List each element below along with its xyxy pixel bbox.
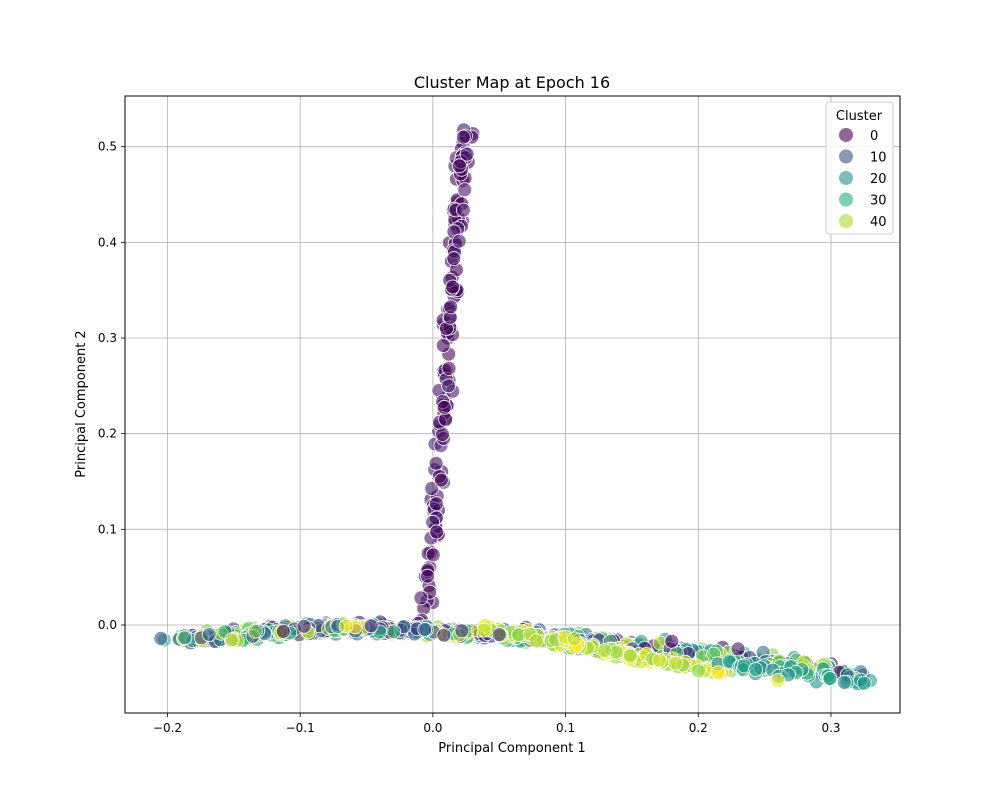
scatter-point [664, 633, 680, 649]
grid [125, 96, 900, 713]
scatter-point [247, 623, 263, 639]
legend-marker [839, 192, 853, 207]
scatter-point [652, 652, 667, 668]
legend-marker [839, 128, 853, 142]
scatter-point [668, 655, 683, 671]
scatter-point [436, 399, 452, 415]
scatter-point [433, 472, 449, 488]
scatter-point [441, 378, 457, 394]
scatter-point [275, 624, 291, 639]
scatter-point [455, 202, 471, 218]
scatter-point [836, 675, 852, 690]
scatter-point [822, 671, 838, 686]
scatter-point [476, 622, 492, 638]
y-tick-label: 0.4 [98, 235, 117, 249]
chart-title: Cluster Map at Epoch 16 [414, 73, 610, 92]
scatter-point [224, 632, 240, 648]
scatter-point [446, 251, 462, 267]
axes-frame [124, 95, 901, 714]
legend-entries: 0 10 20 30 40 [839, 128, 887, 230]
scatter-point [597, 643, 612, 658]
x-tick-label: 0.2 [689, 721, 708, 735]
scatter-point [424, 481, 440, 496]
scatter-point [429, 524, 445, 540]
legend-title: Cluster [836, 109, 883, 124]
y-tick-label: 0.0 [98, 618, 117, 632]
scatter-point [770, 673, 786, 688]
scatter-point [451, 158, 467, 174]
legend-marker [839, 171, 853, 185]
y-tick-label: 0.1 [98, 522, 117, 536]
x-tick-label: 0.3 [821, 721, 840, 735]
scatter-point [491, 627, 507, 642]
scatter-point [363, 618, 379, 634]
scatter-point [417, 622, 433, 637]
scatter-point [338, 618, 354, 634]
scatter-point [710, 665, 726, 681]
x-tick-label: −0.1 [286, 721, 315, 735]
y-tick-label: 0.5 [98, 140, 117, 154]
legend-label: 30 [870, 194, 887, 209]
x-tick-label: −0.2 [153, 721, 182, 735]
scatter-point [445, 279, 461, 295]
legend-marker [839, 149, 853, 164]
scatter-point [443, 299, 459, 315]
scatter-point [748, 662, 764, 677]
scatter-point [428, 455, 444, 471]
scatter-point [413, 590, 429, 606]
scatter-point [201, 627, 217, 642]
legend-label: 0 [870, 129, 878, 144]
plot-points [153, 122, 878, 692]
scatter-point [691, 663, 706, 679]
scatter-point [457, 182, 473, 198]
scatter-point [566, 631, 582, 647]
x-tick-label: 0.0 [423, 721, 442, 735]
scatter-point [435, 426, 450, 442]
x-tick-label: 0.1 [556, 721, 575, 735]
scatter-point [425, 547, 441, 563]
x-axis: −0.2 −0.1 0.0 0.1 0.2 0.3 [153, 713, 841, 735]
scatter-point [177, 630, 193, 646]
scatter-point [622, 648, 638, 664]
legend-marker [839, 214, 853, 228]
legend-label: 20 [870, 172, 887, 187]
y-tick-label: 0.3 [98, 331, 117, 345]
scatter-point [296, 618, 312, 634]
scatter-point [436, 627, 452, 643]
y-axis-label: Principal Component 2 [74, 330, 89, 477]
scatter-point [455, 129, 471, 145]
scatter-point [730, 641, 746, 657]
scatter-point [435, 337, 451, 353]
scatter-point [459, 146, 475, 162]
scatter-point [420, 568, 436, 584]
scatter-point [451, 233, 467, 249]
legend-label: 40 [870, 215, 887, 230]
y-tick-label: 0.2 [98, 427, 117, 441]
scatter-point [454, 623, 470, 639]
scatter-point [528, 633, 544, 649]
legend: Cluster 0 10 20 30 40 [825, 101, 894, 235]
legend-label: 10 [870, 151, 887, 166]
scatter-point [153, 631, 169, 646]
scatter-point [386, 624, 402, 640]
scatter-point [428, 496, 444, 512]
scatter-point [856, 675, 872, 691]
scatter-point [441, 360, 457, 376]
y-axis: 0.0 0.1 0.2 0.3 0.4 0.5 [98, 140, 125, 632]
x-axis-label: Principal Component 1 [438, 741, 585, 756]
